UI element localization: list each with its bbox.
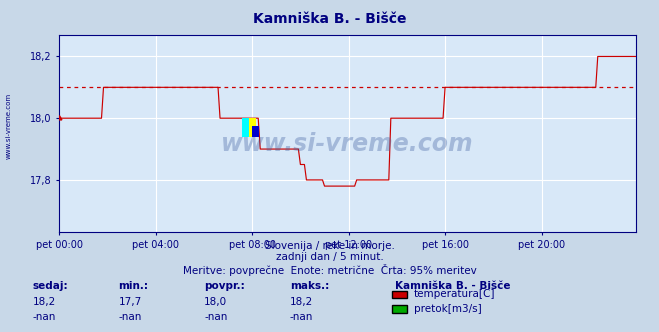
Text: min.:: min.: (119, 281, 149, 290)
Text: Slovenija / reke in morje.: Slovenija / reke in morje. (264, 241, 395, 251)
Text: Kamniška B. - Bišče: Kamniška B. - Bišče (395, 281, 511, 290)
Text: -nan: -nan (119, 312, 142, 322)
Text: povpr.:: povpr.: (204, 281, 245, 290)
Text: -nan: -nan (33, 312, 56, 322)
Bar (252, 125, 259, 137)
Text: -nan: -nan (290, 312, 313, 322)
Text: pretok[m3/s]: pretok[m3/s] (414, 304, 482, 314)
Text: temperatura[C]: temperatura[C] (414, 289, 496, 299)
Text: www.si-vreme.com: www.si-vreme.com (5, 93, 12, 159)
Text: Kamniška B. - Bišče: Kamniška B. - Bišče (253, 12, 406, 26)
Text: Meritve: povprečne  Enote: metrične  Črta: 95% meritev: Meritve: povprečne Enote: metrične Črta:… (183, 264, 476, 276)
Text: sedaj:: sedaj: (33, 281, 69, 290)
Bar (242, 118, 249, 137)
Bar (249, 118, 256, 137)
Text: 18,2: 18,2 (290, 297, 313, 307)
Text: -nan: -nan (204, 312, 227, 322)
Text: 17,7: 17,7 (119, 297, 142, 307)
Text: 18,2: 18,2 (33, 297, 56, 307)
Text: zadnji dan / 5 minut.: zadnji dan / 5 minut. (275, 252, 384, 262)
Text: maks.:: maks.: (290, 281, 330, 290)
Text: www.si-vreme.com: www.si-vreme.com (221, 131, 474, 155)
Text: 18,0: 18,0 (204, 297, 227, 307)
